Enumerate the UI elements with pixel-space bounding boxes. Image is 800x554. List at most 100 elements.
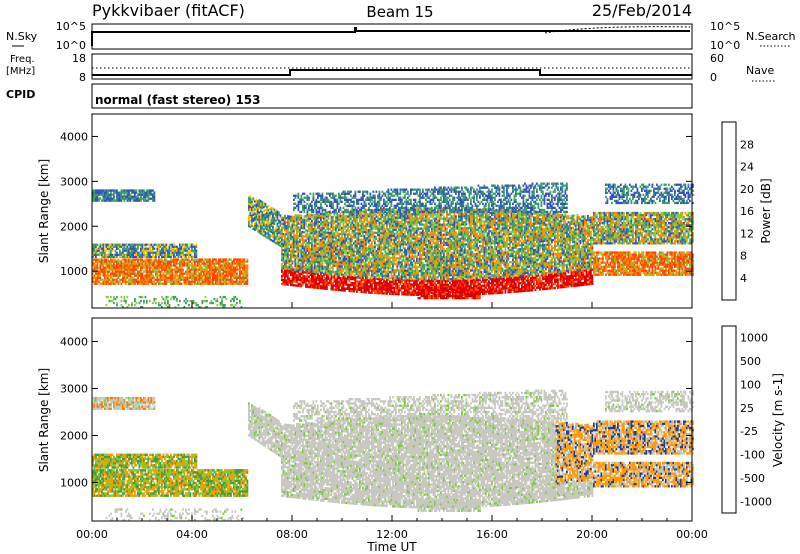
heatmap-cell — [300, 202, 303, 205]
heatmap-cell — [129, 197, 132, 200]
heatmap-cell — [128, 189, 130, 192]
heatmap-cell — [222, 264, 225, 267]
heatmap-cell — [230, 278, 232, 281]
heatmap-cell — [107, 195, 109, 198]
heatmap-cell — [243, 276, 246, 279]
heatmap-cell — [117, 282, 120, 285]
heatmap-cell — [92, 264, 94, 267]
heatmap-cell — [98, 189, 100, 192]
heatmap-cell — [153, 251, 156, 254]
heatmap-cell — [105, 260, 108, 263]
heatmap-cell — [155, 258, 157, 261]
heatmap-cell — [120, 189, 123, 192]
heatmap-cell — [206, 272, 208, 275]
heatmap-cell — [182, 262, 184, 265]
heatmap-cell — [135, 268, 138, 271]
heatmap-cell — [143, 195, 145, 198]
heatmap-cell — [276, 218, 279, 221]
heatmap-cell — [138, 262, 141, 265]
heatmap-cell — [203, 282, 205, 285]
heatmap-cell — [165, 264, 168, 267]
heatmap-cell — [206, 270, 208, 273]
heatmap-cell — [153, 268, 156, 271]
heatmap-cell — [216, 262, 219, 265]
heatmap-cell — [122, 280, 124, 283]
heatmap-cell — [371, 229, 373, 232]
heatmap-cell — [93, 264, 96, 267]
heatmap-cell — [108, 262, 111, 265]
heatmap-cell — [98, 197, 100, 200]
heatmap-cell — [260, 226, 262, 229]
heatmap-cell — [113, 278, 115, 281]
heatmap-cell — [248, 202, 250, 205]
heatmap-cell — [93, 245, 96, 248]
heatmap-cell — [137, 278, 139, 281]
heatmap-cell — [180, 268, 183, 271]
heatmap-cell — [188, 258, 190, 261]
heatmap-cell — [294, 206, 297, 209]
heatmap-cell — [111, 193, 114, 196]
heatmap-cell — [164, 266, 166, 269]
heatmap-cell — [188, 272, 190, 275]
heatmap-cell — [200, 278, 202, 281]
heatmap-cell — [99, 260, 102, 263]
heatmap-cell — [245, 270, 247, 273]
noise-left-tick-bottom: 10^0 — [56, 39, 86, 52]
heatmap-cell — [278, 221, 280, 224]
heatmap-cell — [138, 270, 141, 273]
heatmap-cell — [119, 195, 121, 198]
heatmap-cell — [251, 208, 253, 211]
heatmap-cell — [149, 189, 151, 192]
heatmap-cell — [224, 262, 226, 265]
heatmap-cell — [248, 218, 250, 222]
heatmap-cell — [158, 280, 160, 283]
heatmap-cell — [107, 276, 109, 279]
heatmap-cell — [131, 191, 133, 194]
heatmap-cell — [240, 270, 243, 273]
cpid-label: CPID — [6, 88, 35, 101]
heatmap-cell — [105, 268, 108, 271]
heatmap-cell — [141, 191, 144, 194]
heatmap-cell — [263, 204, 265, 207]
heatmap-cell — [249, 213, 252, 216]
heatmap-cell — [378, 190, 381, 193]
heatmap-cell — [233, 270, 235, 273]
heatmap-cell — [179, 299, 181, 303]
heatmap-cell — [117, 262, 120, 265]
heatmap-cell — [378, 204, 381, 207]
heatmap-cell — [159, 264, 162, 267]
heatmap-cell — [281, 240, 283, 244]
heatmap-cell — [219, 260, 222, 263]
heatmap-cell — [258, 217, 261, 220]
heatmap-cell — [108, 299, 111, 303]
heatmap-cell — [158, 268, 160, 271]
heatmap-cell — [122, 270, 124, 273]
heatmap-cell — [252, 199, 255, 202]
heatmap-cell — [108, 193, 111, 196]
heatmap-cell — [279, 232, 282, 235]
heatmap-cell — [231, 278, 234, 281]
heatmap-cell — [108, 268, 111, 271]
heatmap-cell — [104, 276, 106, 279]
heatmap-cell — [120, 272, 123, 275]
heatmap-cell — [267, 225, 270, 228]
heatmap-cell — [260, 200, 262, 203]
heatmap-cell — [117, 274, 120, 277]
heatmap-cell — [107, 260, 109, 263]
heatmap-cell — [153, 276, 156, 279]
heatmap-cell — [173, 245, 175, 248]
heatmap-cell — [267, 216, 270, 220]
heatmap-cell — [231, 270, 234, 273]
heatmap-cell — [98, 272, 100, 275]
heatmap-cell — [237, 282, 240, 285]
heatmap-cell — [95, 197, 97, 200]
heatmap-cell — [273, 230, 276, 234]
heatmap-cell — [165, 245, 168, 248]
heatmap-cell — [195, 274, 198, 277]
heatmap-cell — [273, 212, 276, 215]
heatmap-cell — [312, 192, 315, 195]
heatmap-cell — [92, 262, 94, 265]
heatmap-cell — [117, 199, 120, 202]
heatmap-cell — [228, 270, 231, 273]
heatmap-cell — [120, 268, 123, 271]
